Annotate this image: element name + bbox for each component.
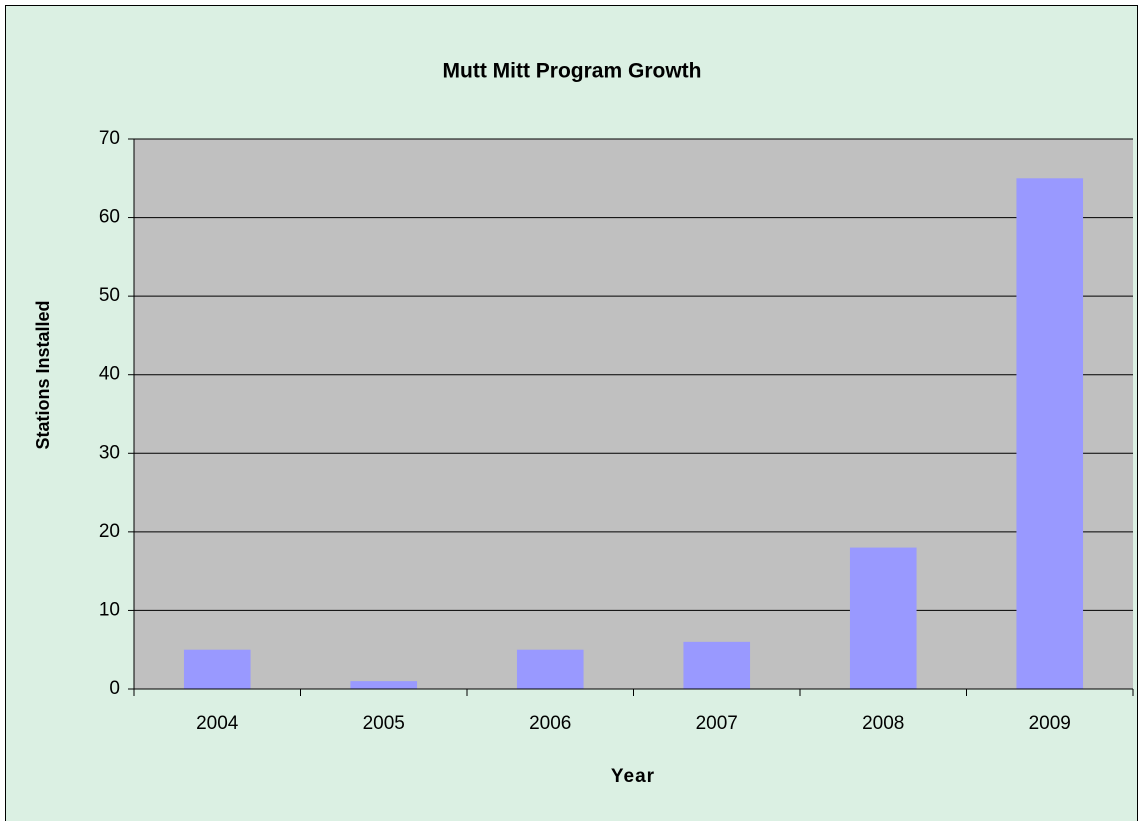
- bar: [683, 641, 751, 689]
- x-tick-label: 2009: [1029, 713, 1071, 734]
- y-axis-label: Stations Installed: [33, 300, 53, 449]
- y-tick-label: 20: [99, 521, 120, 542]
- x-tick-label: 2004: [196, 713, 239, 734]
- y-tick-label: 30: [99, 442, 120, 463]
- y-tick-label: 0: [109, 678, 120, 699]
- y-tick-label: 70: [99, 128, 120, 149]
- y-tick-label: 50: [99, 285, 120, 306]
- bar: [516, 649, 584, 689]
- y-tick-label: 60: [99, 207, 120, 228]
- x-tick-label: 2008: [862, 713, 904, 734]
- y-tick-label: 10: [99, 599, 120, 620]
- x-tick-label: 2005: [363, 713, 405, 734]
- x-tick-label: 2006: [529, 713, 571, 734]
- bar: [849, 547, 917, 689]
- chart-title: Mutt Mitt Program Growth: [443, 60, 702, 83]
- y-tick-label: 40: [99, 364, 120, 385]
- bar: [350, 681, 418, 689]
- x-axis-label: Year: [611, 766, 655, 787]
- bar: [1016, 178, 1084, 690]
- x-tick-label: 2007: [696, 713, 738, 734]
- bar: [183, 649, 251, 689]
- plot-area: [134, 139, 1133, 689]
